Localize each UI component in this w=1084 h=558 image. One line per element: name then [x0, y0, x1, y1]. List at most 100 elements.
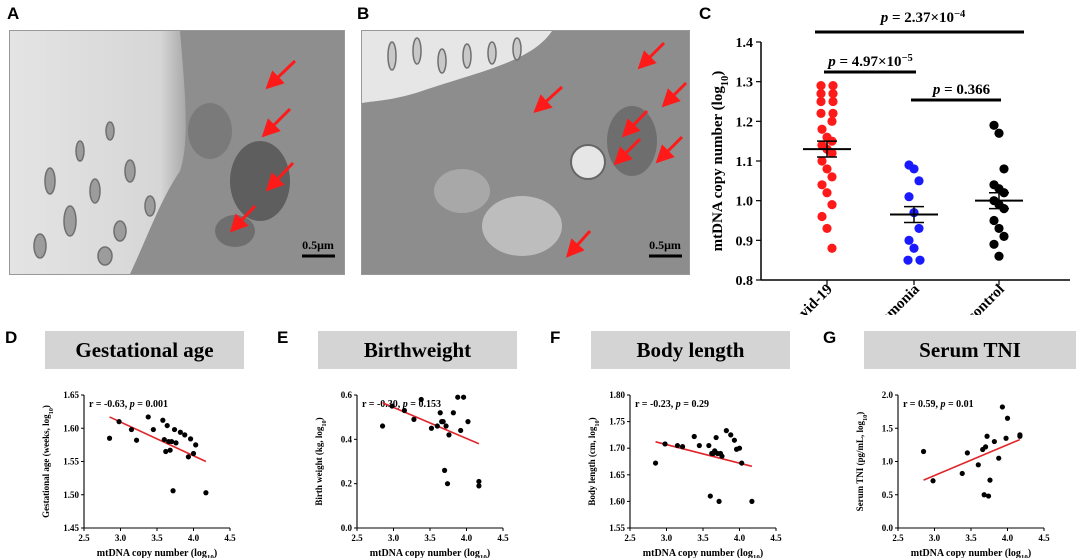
y-tick-label-d: 1.60: [63, 423, 79, 433]
x-tick-label-c: control: [964, 282, 1008, 315]
data-point-e: [444, 481, 451, 487]
data-point-g: [983, 444, 989, 450]
data-point-g: [930, 478, 936, 484]
data-point-c: [827, 243, 837, 253]
data-point-d: [150, 426, 156, 433]
data-point-c: [816, 81, 826, 91]
data-point-d: [161, 436, 167, 443]
y-tick-label-c: 1.4: [736, 36, 754, 51]
y-axis-label-c: mtDNA copy number (log10): [710, 71, 731, 252]
data-point-g: [1003, 435, 1009, 441]
arrow-b-4: [621, 109, 649, 138]
data-point-g: [1004, 415, 1011, 421]
data-point-c: [817, 124, 827, 134]
data-point-g: [999, 404, 1005, 410]
data-point-e: [476, 478, 482, 485]
x-tick-label-f: 2.5: [624, 533, 636, 543]
data-point-c: [817, 180, 827, 190]
y-tick-label-c: 1.1: [736, 155, 754, 170]
data-point-e: [389, 403, 395, 409]
y-tick-label-d: 1.65: [63, 390, 79, 400]
arrow-a-3: [265, 161, 295, 192]
data-point-d: [167, 447, 173, 453]
x-tick-label-c: Covid-19: [783, 282, 836, 315]
data-point-f: [662, 441, 668, 447]
x-tick-label-g: 2.5: [892, 533, 904, 543]
panel-letter-f: F: [550, 328, 561, 347]
data-point-e: [450, 410, 456, 416]
data-point-c: [816, 108, 826, 118]
y-tick-label-g: 1.5: [882, 423, 894, 433]
chart-title-f: Body length: [636, 337, 745, 362]
arrow-b-2: [661, 81, 688, 108]
data-point-c: [827, 116, 837, 126]
data-point-f: [731, 437, 737, 443]
x-axis-label-d: mtDNA copy number (log10): [97, 548, 217, 558]
data-point-d: [128, 426, 135, 433]
micrograph-a-image: 0.5μm: [10, 31, 344, 274]
data-point-c: [904, 192, 914, 202]
data-point-e: [455, 394, 461, 400]
x-tick-label-c: Pneumonia: [860, 281, 923, 315]
data-point-c: [827, 148, 837, 158]
panel-letter-e: E: [277, 328, 289, 347]
data-point-d: [163, 448, 169, 455]
y-tick-label-g: 2.0: [882, 390, 894, 400]
data-point-d: [116, 419, 122, 425]
chart-title-g: Serum TNI: [919, 337, 1021, 362]
data-point-f: [707, 493, 713, 499]
y-tick-label-c: 1.3: [736, 76, 754, 91]
panel-letter-g: G: [823, 328, 837, 347]
data-point-d: [177, 429, 183, 435]
x-axis-label-g: mtDNA copy number (log10): [911, 548, 1031, 558]
panel-letter-c: C: [699, 4, 712, 23]
data-point-e: [418, 396, 424, 403]
data-point-e: [465, 419, 471, 425]
y-tick-label-f: 1.75: [609, 417, 625, 427]
x-tick-label-d: 4.5: [224, 533, 236, 543]
data-point-c: [909, 243, 919, 253]
chart-title-d: Gestational age: [75, 337, 214, 362]
data-point-c: [817, 156, 827, 166]
title-box-g: Serum TNI: [864, 331, 1076, 369]
y-tick-label-f: 1.60: [609, 496, 625, 506]
data-point-c: [994, 128, 1004, 138]
y-tick-label-d: 1.45: [63, 523, 79, 533]
data-point-g: [991, 438, 997, 445]
stat-label-e: r = -0.30, p = 0.153: [362, 399, 441, 410]
y-tick-label-e: 0.2: [341, 479, 353, 489]
data-point-c: [828, 96, 838, 107]
data-point-f: [696, 442, 702, 449]
data-point-c: [817, 211, 827, 222]
data-point-c: [816, 96, 826, 107]
data-point-d: [106, 435, 113, 441]
y-tick-label-d: 1.55: [63, 457, 79, 467]
fit-line-g: [923, 438, 1021, 481]
data-point-e: [446, 432, 452, 438]
x-tick-label-e: 3.0: [388, 533, 400, 543]
stat-label-f: r = -0.23, p = 0.29: [635, 399, 709, 410]
y-axis-label-g: Serum TNI (pg/mL, log10): [855, 412, 869, 512]
x-tick-label-f: 4.0: [734, 533, 746, 543]
data-point-g: [1017, 432, 1023, 438]
data-point-c: [828, 108, 838, 118]
data-point-g: [959, 470, 965, 477]
x-tick-label-e: 4.0: [461, 533, 473, 543]
data-point-g: [920, 448, 927, 455]
data-point-d: [203, 490, 209, 496]
fit-line-e: [382, 402, 480, 445]
data-point-f: [674, 442, 681, 449]
chart-title-e: Birthweight: [363, 337, 472, 362]
chart-e: 2.5 3.0 3.5 4.0 4.5 0.0 0.2 0.4 0.6 mtDNA copy nu…: [314, 390, 509, 558]
data-point-c: [989, 215, 999, 226]
y-tick-label-g: 0.5: [882, 490, 894, 500]
chart-c: 0.8 0.9 1.0 1.1 1.2 1.3 1.4 mtDNA copy number (…: [710, 9, 1070, 315]
data-point-e: [411, 416, 417, 422]
chart-f: 2.5 3.0 3.5 4.0 4.5 1.55 1.60 1.65 1.70 1.75 1.80 m…: [587, 390, 782, 558]
data-point-c: [828, 88, 838, 99]
data-point-d: [182, 432, 188, 438]
data-point-f: [713, 434, 719, 441]
data-point-f: [736, 445, 743, 451]
data-point-f: [706, 442, 712, 449]
data-point-f: [719, 453, 725, 459]
